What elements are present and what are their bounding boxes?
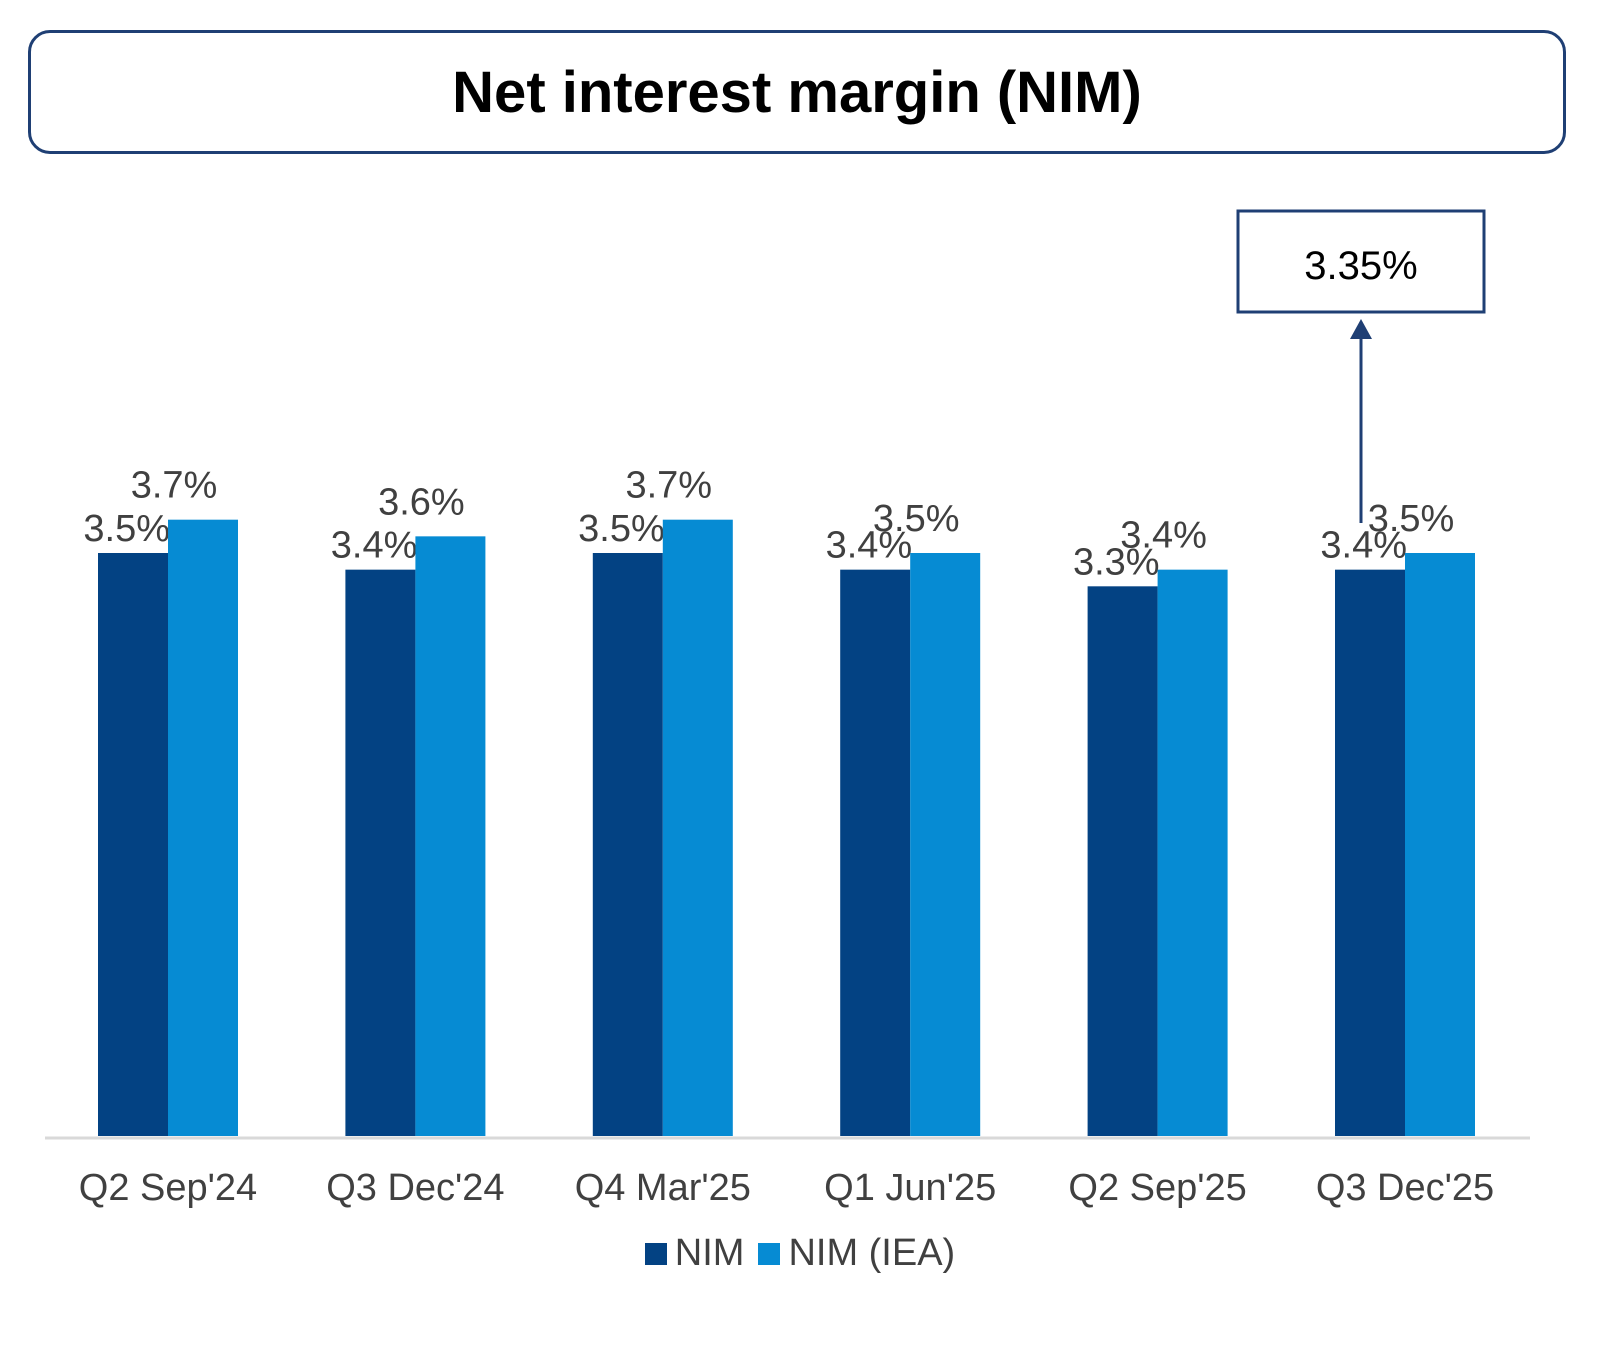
annotation-text: 3.35%	[1304, 244, 1417, 288]
annotation-arrowhead	[1350, 319, 1372, 339]
legend-label-nim: NIM	[674, 1232, 745, 1274]
legend-item-nim: NIM	[644, 1232, 745, 1275]
x-tick-label-5: Q3 Dec'25	[1316, 1167, 1494, 1209]
chart-title-box: Net interest margin (NIM)	[28, 30, 1566, 154]
data-label-nim-5: 3.4%	[1320, 525, 1407, 567]
data-label-nim-3: 3.4%	[826, 525, 913, 567]
data-label-nim-iea-4: 3.4%	[1120, 515, 1207, 557]
bar-nim-iea-0	[168, 519, 238, 1136]
annotation-box	[1236, 209, 1486, 314]
legend-item-nim-iea: NIM (IEA)	[758, 1232, 955, 1275]
legend-swatch-nim	[644, 1242, 667, 1265]
bar-nim-iea-1	[415, 536, 486, 1136]
x-tick-label-1: Q3 Dec'24	[326, 1167, 504, 1209]
annotation-callout: 3.35%	[1236, 209, 1486, 523]
bar-nim-2	[592, 553, 663, 1136]
data-label-nim-iea-0: 3.7%	[131, 465, 218, 507]
data-label-nim-iea-3: 3.5%	[873, 498, 960, 540]
data-label-nim-0: 3.5%	[83, 508, 170, 550]
chart-title: Net interest margin (NIM)	[452, 59, 1142, 125]
bar-nim-1	[345, 569, 416, 1136]
x-tick-label-3: Q1 Jun'25	[824, 1167, 996, 1209]
x-tick-label-2: Q4 Mar'25	[575, 1167, 751, 1209]
legend: NIM NIM (IEA)	[0, 1232, 1600, 1275]
bar-nim-3	[840, 569, 911, 1136]
data-label-nim-iea-2: 3.7%	[625, 465, 712, 507]
data-label-nim-4: 3.3%	[1073, 541, 1160, 583]
bar-nim-0	[98, 553, 168, 1136]
x-tick-label-0: Q2 Sep'24	[79, 1167, 257, 1209]
bar-nim-iea-4	[1157, 569, 1228, 1136]
legend-swatch-nim-iea	[758, 1242, 781, 1265]
bar-nim-4	[1087, 586, 1158, 1136]
legend-label-nim-iea: NIM (IEA)	[788, 1232, 956, 1274]
data-label-nim-iea-1: 3.6%	[378, 481, 465, 523]
x-tick-label-4: Q2 Sep'25	[1068, 1167, 1246, 1209]
data-label-nim-iea-5: 3.5%	[1368, 498, 1455, 540]
bar-nim-iea-2	[662, 519, 733, 1136]
data-label-nim-1: 3.4%	[331, 525, 418, 567]
bar-nim-5	[1335, 569, 1405, 1136]
bar-nim-iea-3	[910, 553, 981, 1136]
bar-nim-iea-5	[1405, 553, 1475, 1136]
data-label-nim-2: 3.5%	[578, 508, 665, 550]
